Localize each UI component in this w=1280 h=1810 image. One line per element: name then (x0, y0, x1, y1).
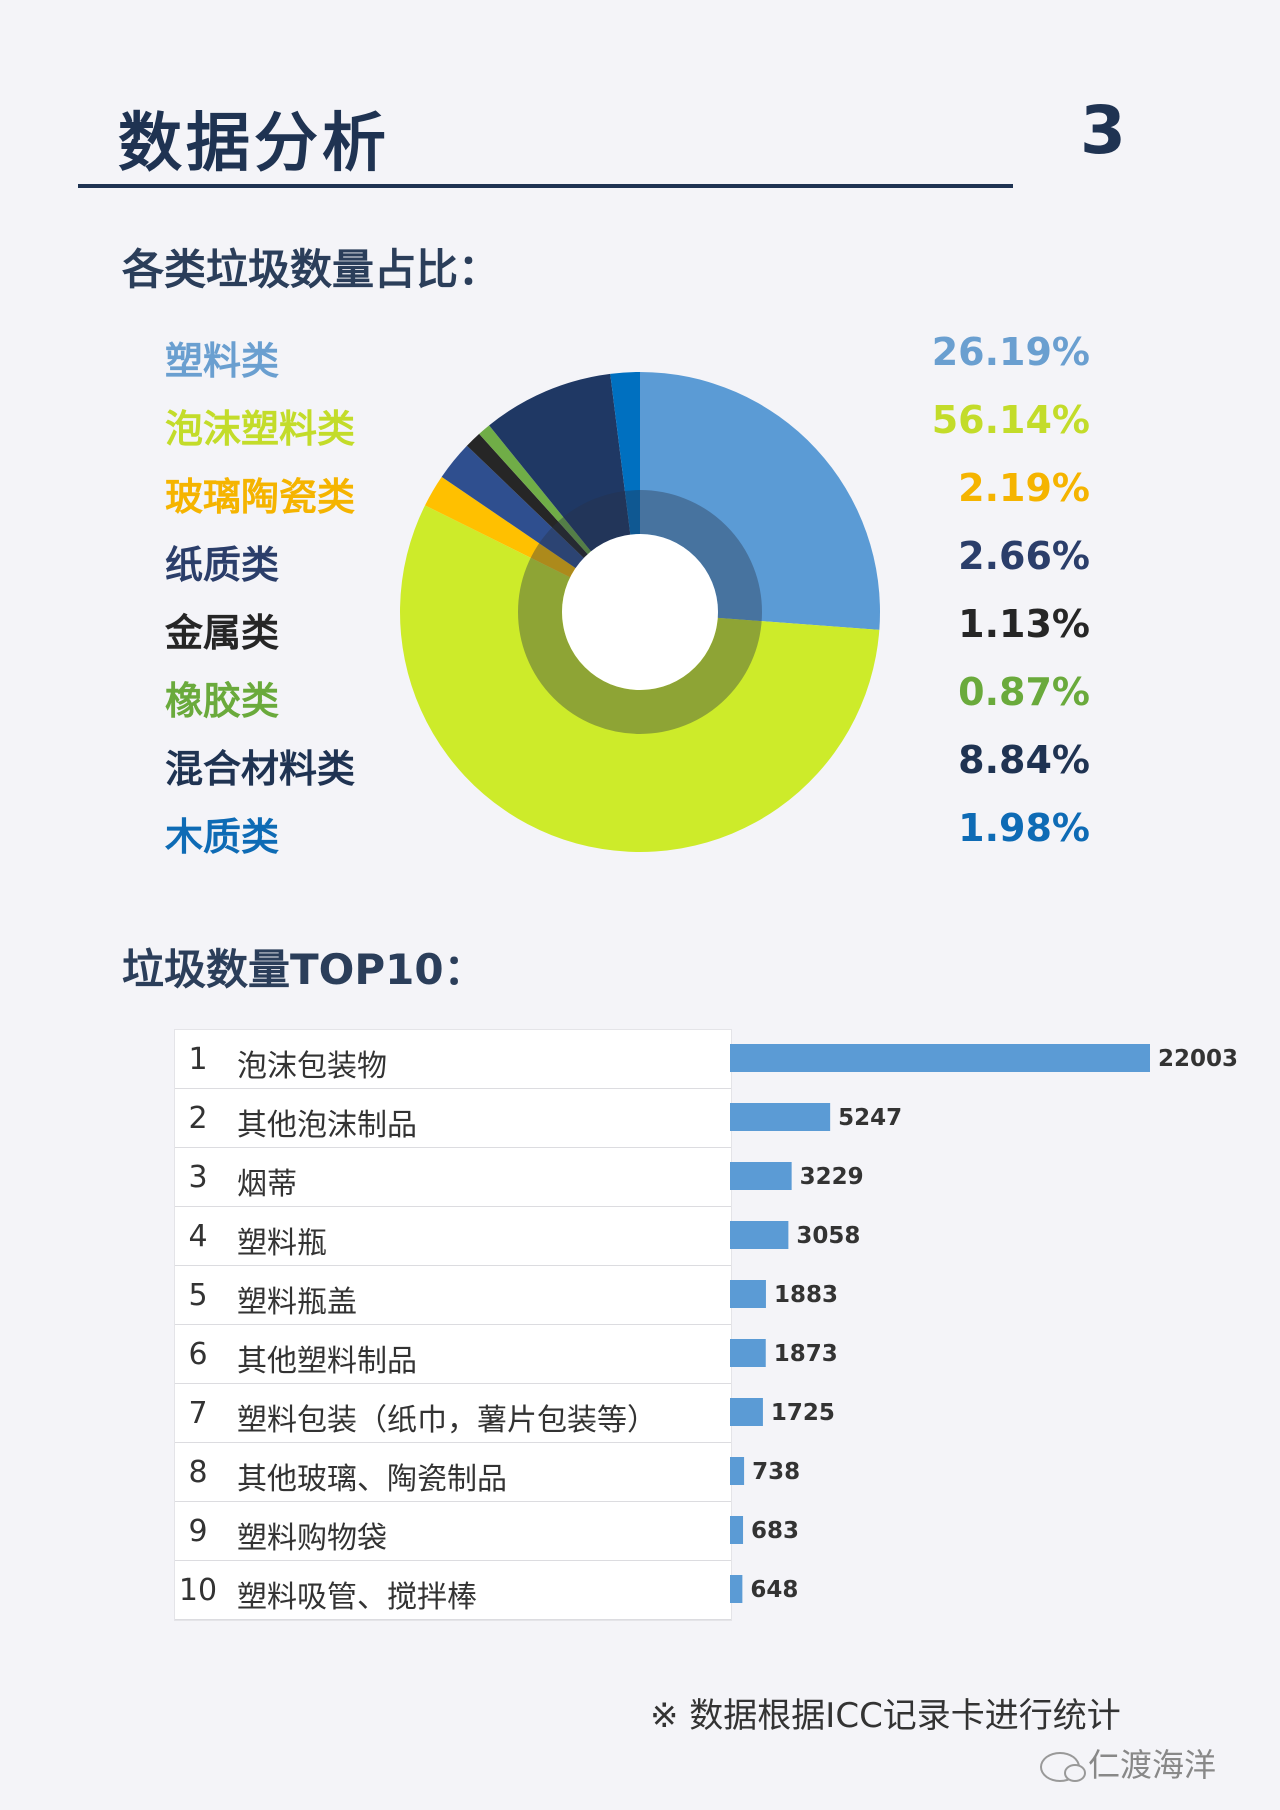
row-label: 塑料吸管、搅拌棒 (237, 1580, 477, 1615)
watermark-text: 仁渡海洋 (1088, 1746, 1217, 1784)
row-rank: 2 (188, 1101, 208, 1136)
bar (730, 1221, 789, 1249)
bar-value-label: 1883 (774, 1282, 838, 1308)
wechat-icon (1040, 1752, 1086, 1782)
bar-section-title: 垃圾数量TOP10： (122, 945, 486, 994)
table-row: 6 其他塑料制品 (175, 1325, 731, 1384)
legend-label: 塑料类 (165, 339, 280, 383)
bar (730, 1339, 766, 1367)
row-label: 塑料瓶盖 (237, 1285, 357, 1320)
top10-table: 1 泡沫包装物 2 其他泡沫制品 3 烟蒂 4 塑料瓶 5 塑料瓶盖 6 其他塑料制品 7 塑料包装（纸巾… (174, 1029, 732, 1621)
row-label: 塑料购物袋 (237, 1521, 387, 1556)
row-rank: 8 (188, 1455, 208, 1490)
top10-bar-chart: 22003 5247 3229 3058 1883 1873 1725 738 683 648 (730, 1044, 1238, 1603)
bar-value-label: 3058 (796, 1223, 860, 1249)
title-rule (78, 184, 1013, 188)
page-title: 数据分析 (118, 107, 390, 181)
row-rank: 4 (188, 1219, 208, 1254)
bar (730, 1398, 763, 1426)
legend-label: 泡沫塑料类 (165, 407, 356, 451)
bar-value-label: 648 (750, 1577, 798, 1603)
donut-hole (562, 534, 718, 690)
row-label: 其他泡沫制品 (237, 1108, 417, 1143)
table-row: 5 塑料瓶盖 (175, 1266, 731, 1325)
row-rank: 7 (188, 1396, 208, 1431)
bar (730, 1044, 1150, 1072)
row-rank: 10 (178, 1573, 218, 1608)
row-label: 其他塑料制品 (237, 1344, 417, 1379)
row-label: 泡沫包装物 (237, 1049, 387, 1084)
legend-percentage: 2.66% (958, 534, 1090, 578)
table-row: 1 泡沫包装物 (175, 1030, 731, 1089)
row-label: 塑料包装（纸巾，薯片包装等） (237, 1403, 657, 1438)
table-row: 10 塑料吸管、搅拌棒 (175, 1561, 731, 1620)
bar-value-label: 1873 (774, 1341, 838, 1367)
row-label: 塑料瓶 (237, 1226, 327, 1261)
table-row: 2 其他泡沫制品 (175, 1089, 731, 1148)
page-number: 3 (1080, 92, 1126, 169)
bar (730, 1457, 745, 1485)
row-rank: 6 (188, 1337, 208, 1372)
row-label: 烟蒂 (237, 1167, 297, 1202)
table-row: 4 塑料瓶 (175, 1207, 731, 1266)
row-rank: 3 (188, 1160, 208, 1195)
legend-percentage: 0.87% (958, 670, 1090, 714)
legend-label: 木质类 (165, 815, 280, 859)
row-label: 其他玻璃、陶瓷制品 (237, 1462, 507, 1497)
bar (730, 1575, 743, 1603)
legend-percentage: 8.84% (958, 738, 1090, 782)
legend-label: 纸质类 (165, 543, 280, 587)
row-rank: 1 (188, 1042, 208, 1077)
legend-percentage: 2.19% (958, 466, 1090, 510)
legend-percentage: 1.98% (958, 806, 1090, 850)
bar-value-label: 738 (752, 1459, 800, 1485)
bar (730, 1280, 766, 1308)
legend-percentage: 56.14% (931, 398, 1090, 442)
bar-value-label: 22003 (1158, 1046, 1238, 1072)
table-row: 8 其他玻璃、陶瓷制品 (175, 1443, 731, 1502)
legend-label: 金属类 (165, 611, 280, 655)
table-row: 7 塑料包装（纸巾，薯片包装等） (175, 1384, 731, 1443)
legend-percentage: 1.13% (958, 602, 1090, 646)
table-row: 9 塑料购物袋 (175, 1502, 731, 1561)
bar-value-label: 3229 (800, 1164, 864, 1190)
bar (730, 1103, 831, 1131)
legend-label: 混合材料类 (165, 747, 356, 791)
bar-value-label: 683 (751, 1518, 799, 1544)
bar-value-label: 5247 (838, 1105, 902, 1131)
bar-value-label: 1725 (771, 1400, 835, 1426)
watermark: 仁渡海洋 (1040, 1740, 1216, 1786)
bar (730, 1516, 744, 1544)
row-rank: 9 (188, 1514, 208, 1549)
donut-inner-ring (518, 490, 762, 734)
row-rank: 5 (188, 1278, 208, 1313)
donut-chart (400, 372, 880, 852)
legend-percentage: 26.19% (931, 330, 1090, 374)
pie-section-title: 各类垃圾数量占比： (122, 245, 501, 294)
legend-label: 橡胶类 (165, 679, 280, 723)
legend-label: 玻璃陶瓷类 (165, 475, 356, 519)
data-source-note: ※ 数据根据ICC记录卡进行统计 (650, 1696, 1121, 1736)
bar (730, 1162, 792, 1190)
table-row: 3 烟蒂 (175, 1148, 731, 1207)
